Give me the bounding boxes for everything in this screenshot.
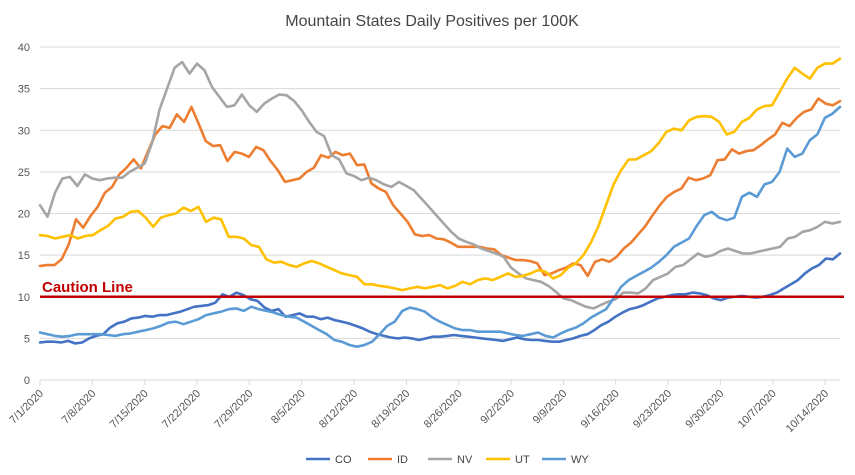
x-tick-label: 7/8/2020 [60, 388, 99, 427]
y-tick-label: 35 [18, 84, 30, 96]
y-tick-label: 0 [24, 375, 30, 387]
x-tick-label: 8/12/2020 [317, 388, 360, 431]
x-tick-label: 8/19/2020 [369, 388, 412, 431]
legend-label-wy: WY [571, 454, 589, 466]
y-tick-label: 25 [18, 167, 30, 179]
caution-line-label: Caution Line [42, 279, 133, 296]
x-tick-label: 10/14/2020 [784, 388, 831, 435]
series-line-co [38, 252, 842, 345]
y-tick-label: 10 [18, 292, 30, 304]
y-tick-label: 30 [18, 125, 30, 137]
series-line-nv [38, 60, 842, 310]
series-lines [38, 57, 842, 349]
x-axis-tick-labels: 7/1/2020 7/8/2020 7/15/2020 7/22/2020 7/29/2… [7, 380, 831, 435]
y-tick-label: 5 [24, 333, 30, 345]
x-tick-label: 10/7/2020 [736, 388, 779, 431]
x-tick-label: 7/1/2020 [7, 388, 46, 427]
legend-label-nv: NV [457, 454, 473, 466]
legend-label-id: ID [397, 454, 408, 466]
legend-label-co: CO [335, 454, 352, 466]
caution-line-group: Caution Line [40, 279, 844, 298]
x-tick-label: 9/9/2020 [531, 388, 570, 427]
x-tick-label: 9/16/2020 [579, 388, 622, 431]
x-tick-label: 7/15/2020 [108, 388, 151, 431]
x-tick-label: 7/22/2020 [160, 388, 203, 431]
series-line-wy [38, 105, 842, 349]
series-line-ut [38, 57, 842, 292]
y-tick-label: 40 [18, 42, 30, 54]
legend-label-ut: UT [515, 454, 530, 466]
x-tick-label: 8/26/2020 [422, 388, 465, 431]
x-tick-label: 9/30/2020 [683, 388, 726, 431]
gridlines [40, 46, 840, 381]
y-axis-tick-labels: 0 5 10 15 20 25 30 35 40 [18, 42, 30, 387]
legend: CO ID NV UT WY [306, 454, 589, 466]
x-tick-label: 9/2/2020 [478, 388, 517, 427]
x-tick-label: 8/5/2020 [269, 388, 308, 427]
y-tick-label: 20 [18, 209, 30, 221]
x-tick-label: 9/23/2020 [631, 388, 674, 431]
y-tick-label: 15 [18, 250, 30, 262]
chart-title: Mountain States Daily Positives per 100K [285, 13, 579, 30]
series-line-id [38, 97, 842, 278]
x-tick-label: 7/29/2020 [212, 388, 255, 431]
